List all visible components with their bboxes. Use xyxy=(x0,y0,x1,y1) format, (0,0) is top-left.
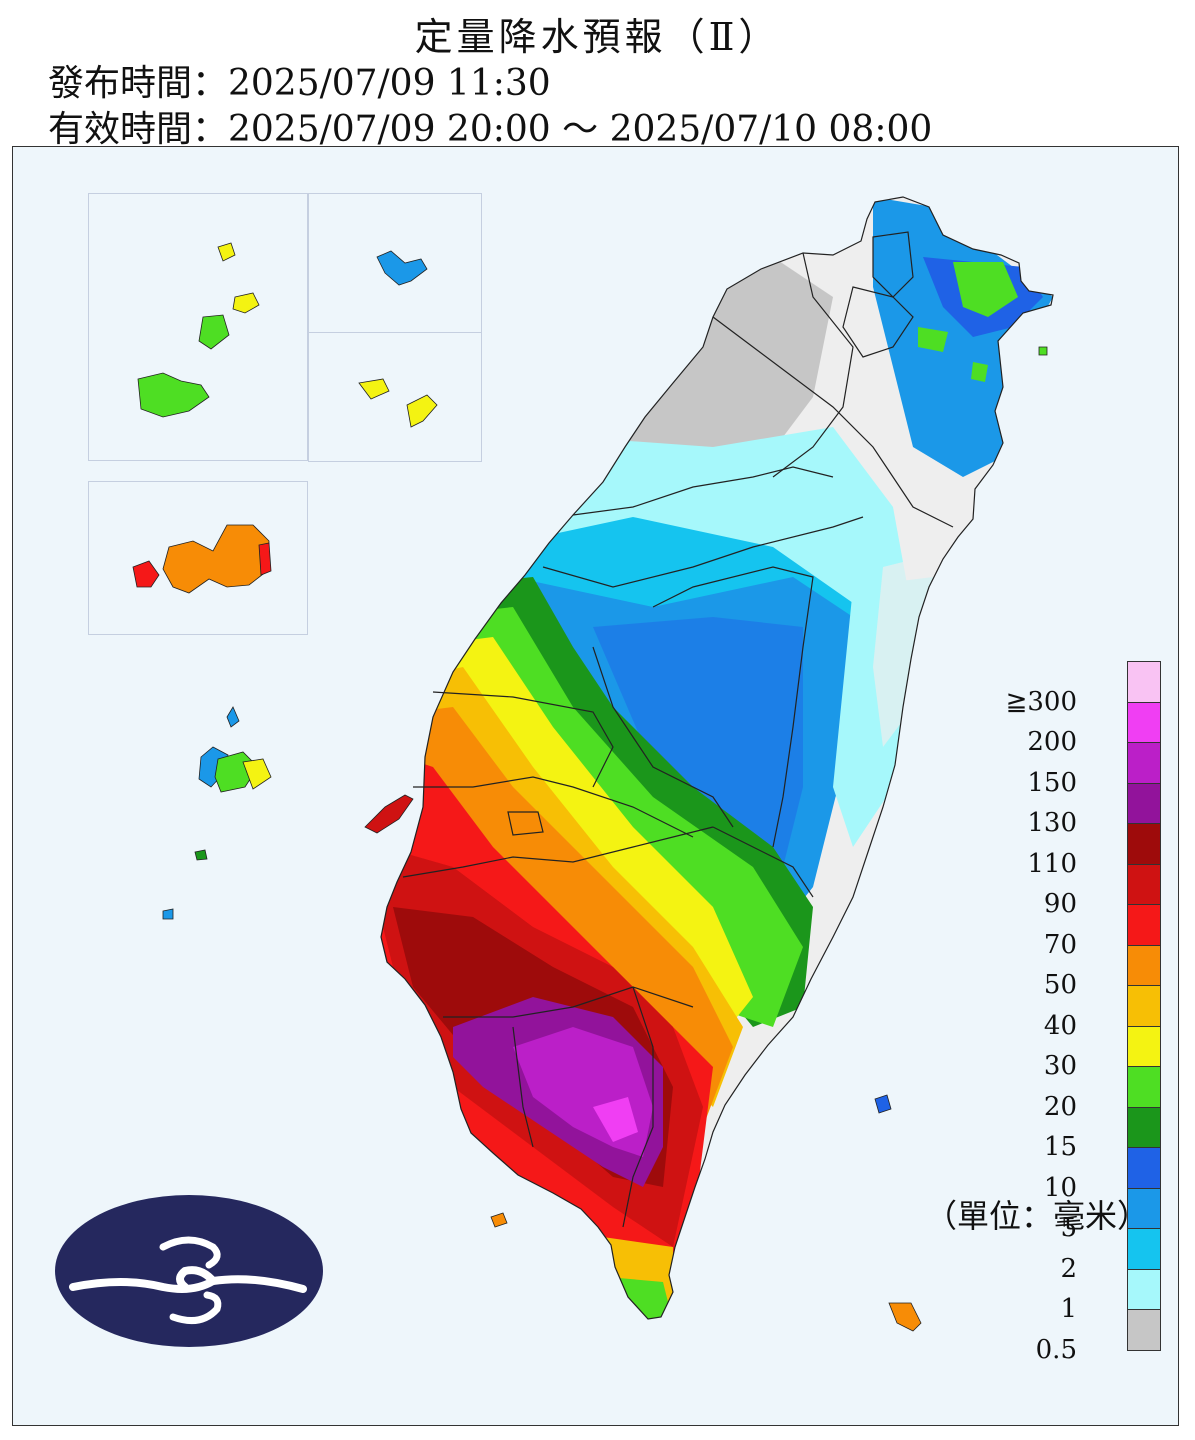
rainfall-map xyxy=(55,196,1054,1347)
matsu-islands xyxy=(137,242,260,418)
rainfall-bands xyxy=(381,197,1053,1319)
legend-swatch xyxy=(1127,1025,1161,1067)
kinmen-island xyxy=(132,524,272,594)
legend-swatch xyxy=(1127,782,1161,824)
legend-swatch xyxy=(1127,904,1161,946)
green-island xyxy=(874,1094,892,1114)
legend-swatch xyxy=(1127,1309,1161,1351)
legend-label: 110 xyxy=(1027,848,1077,879)
legend-swatch xyxy=(1127,863,1161,905)
inset-kinmen-small xyxy=(308,332,482,462)
legend-swatch xyxy=(1127,1268,1161,1310)
legend-label: 150 xyxy=(1027,767,1077,798)
legend-swatch xyxy=(1127,944,1161,986)
issue-time: 發布時間：2025/07/09 11:30 xyxy=(48,63,551,104)
legend-swatch xyxy=(1127,701,1161,743)
kinmen-small-islands xyxy=(358,378,438,428)
legend-label: 15 xyxy=(1043,1132,1077,1162)
legend-swatch xyxy=(1127,1228,1161,1270)
legend-label: 0.5 xyxy=(1035,1334,1077,1365)
orchid-island xyxy=(888,1302,922,1332)
offshore-islands xyxy=(364,346,1048,1332)
valid-time: 有效時間：2025/07/09 20:00 ～ 2025/07/10 08:00 xyxy=(48,109,933,150)
legend-swatch xyxy=(1127,742,1161,784)
legend-swatch xyxy=(1127,1187,1161,1229)
inset-matsu xyxy=(88,193,308,461)
county-boundaries xyxy=(380,196,1054,1320)
legend-label: 200 xyxy=(1027,727,1077,757)
legend-swatch xyxy=(1127,661,1161,703)
legend-label: 20 xyxy=(1043,1091,1077,1122)
legend-swatch xyxy=(1127,1106,1161,1148)
xiao-liuqiu xyxy=(490,1212,508,1228)
inset-kinmen xyxy=(88,481,308,635)
legend-label: 130 xyxy=(1027,808,1077,838)
legend-label: 5 xyxy=(1060,1213,1077,1243)
map-frame: ≧300 200 150 130 110 90 70 50 40 30 20 15 10 5 2 1 0.5 （… xyxy=(12,146,1179,1426)
penghu-west-island xyxy=(364,794,414,834)
legend-swatch xyxy=(1127,985,1161,1027)
legend-label: 40 xyxy=(1043,1010,1077,1041)
legend-label: 10 xyxy=(1043,1172,1077,1203)
cwa-cloud-logo xyxy=(55,1195,323,1347)
map-title: 定量降水預報（Ⅱ） xyxy=(414,15,781,59)
legend-label: 30 xyxy=(1043,1051,1077,1081)
legend-label: 1 xyxy=(1060,1294,1077,1324)
wuqiu-island xyxy=(376,250,428,286)
penghu-islands xyxy=(162,706,272,920)
legend-unit: （單位：毫米） xyxy=(925,1197,1150,1235)
guishan-island xyxy=(1038,346,1048,356)
legend-label: ≧300 xyxy=(1005,686,1077,717)
legend-swatch xyxy=(1127,1147,1161,1189)
legend-label: 90 xyxy=(1043,889,1077,919)
legend-swatch xyxy=(1127,1066,1161,1108)
legend-label: 50 xyxy=(1043,970,1077,1000)
legend-label: 70 xyxy=(1043,929,1077,960)
legend-label: 2 xyxy=(1060,1253,1077,1284)
legend-swatch xyxy=(1127,823,1161,865)
